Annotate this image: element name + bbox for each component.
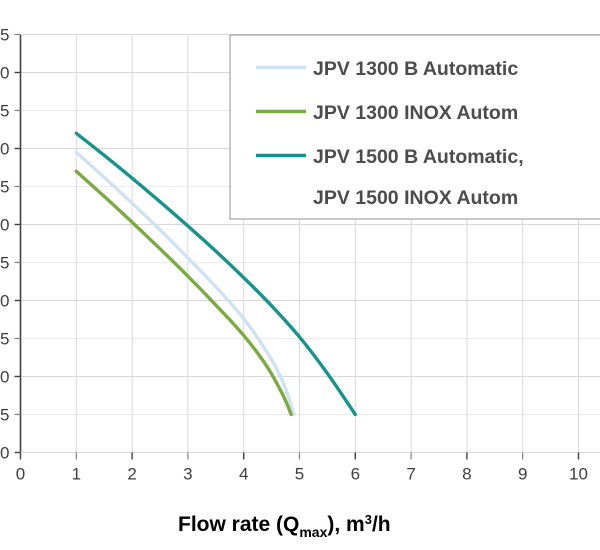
x-tick-label: 1 [72, 465, 81, 484]
x-tick-label: 8 [462, 465, 471, 484]
y-axis-ticks: 0 5 10 15 20 25 30 35 40 45 50 55 [0, 26, 21, 463]
y-tick-label: 20 [0, 292, 10, 311]
x-title-superscript: 3 [365, 512, 372, 527]
legend-label: JPV 1300 B Automatic [313, 58, 518, 80]
y-tick-label: 35 [0, 178, 10, 197]
legend-label: JPV 1500 B Automatic, [313, 146, 524, 168]
x-tick-label: 10 [569, 465, 588, 484]
y-tick-label: 5 [0, 406, 9, 425]
y-tick-label: 55 [0, 26, 10, 45]
x-tick-label: 4 [239, 465, 248, 484]
x-title-subscript: max [299, 524, 327, 540]
y-tick-label: 10 [0, 368, 10, 387]
x-axis-ticks: 0 1 2 3 4 5 6 7 8 9 10 [16, 452, 588, 484]
x-tick-label: 9 [518, 465, 527, 484]
legend-label: JPV 1500 INOX Autom [313, 187, 518, 209]
y-tick-label: 45 [0, 102, 10, 121]
x-title-main: Flow rate (Q [178, 513, 299, 536]
data-series [74, 131, 357, 417]
series-curve-1 [74, 169, 293, 417]
x-tick-label: 0 [16, 465, 25, 484]
x-tick-label: 6 [351, 465, 360, 484]
y-tick-label: 0 [0, 444, 9, 463]
x-tick-label: 3 [183, 465, 192, 484]
svg-text:Flow rate (Qmax), m3/h: Flow rate (Qmax), m3/h [178, 512, 391, 540]
y-tick-label: 50 [0, 64, 10, 83]
series-curve-0 [74, 150, 296, 417]
y-tick-label: 30 [0, 216, 10, 235]
chart-legend[interactable]: JPV 1300 B Automatic JPV 1300 INOX Autom J… [229, 34, 600, 220]
x-axis-title: Flow rate (Qmax), m3/h [178, 512, 391, 540]
x-title-end: /h [372, 513, 391, 536]
legend-entry-3[interactable]: JPV 1500 INOX Autom [313, 187, 518, 209]
x-tick-label: 5 [295, 465, 304, 484]
y-tick-label: 15 [0, 330, 10, 349]
series-curve-2 [74, 131, 357, 417]
legend-box [229, 34, 600, 220]
y-tick-label: 25 [0, 254, 10, 273]
x-title-tail: ), m [327, 513, 364, 536]
x-tick-label: 7 [406, 465, 415, 484]
legend-entry-2[interactable]: JPV 1500 B Automatic, [256, 146, 524, 168]
legend-entry-0[interactable]: JPV 1300 B Automatic [256, 58, 518, 80]
legend-entry-1[interactable]: JPV 1300 INOX Autom [256, 102, 518, 124]
y-tick-label: 40 [0, 140, 10, 159]
legend-label: JPV 1300 INOX Autom [313, 102, 518, 124]
x-tick-label: 2 [127, 465, 136, 484]
